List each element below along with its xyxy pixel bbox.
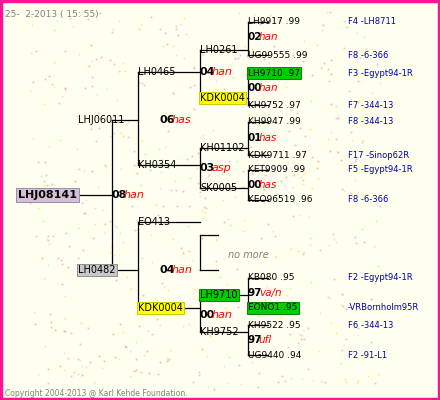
Text: 02: 02 [248, 32, 263, 42]
Text: 97: 97 [248, 335, 263, 345]
Text: 01: 01 [248, 133, 263, 143]
Text: F2 -Egypt94-1R: F2 -Egypt94-1R [348, 274, 413, 282]
Text: KH9752: KH9752 [200, 327, 238, 337]
Text: LH9710 .97: LH9710 .97 [248, 68, 300, 78]
Text: asp: asp [211, 163, 231, 173]
Text: han: han [211, 310, 232, 320]
Text: ufl: ufl [259, 335, 272, 345]
Text: han: han [123, 190, 144, 200]
Text: F3 -Egypt94-1R: F3 -Egypt94-1R [348, 68, 413, 78]
Text: LHJ08141: LHJ08141 [18, 190, 77, 200]
Text: has: has [259, 133, 277, 143]
Text: LH0482: LH0482 [78, 265, 115, 275]
Text: F6 -344-13: F6 -344-13 [348, 320, 393, 330]
Text: F4 -LH8711: F4 -LH8711 [348, 18, 396, 26]
Text: no more: no more [227, 250, 268, 260]
Text: has: has [259, 180, 277, 190]
Text: KDK9711 .97: KDK9711 .97 [248, 150, 307, 160]
Text: F2 -91-L1: F2 -91-L1 [348, 350, 387, 360]
Text: 00: 00 [248, 83, 263, 93]
Text: KDK0004: KDK0004 [200, 93, 245, 103]
Text: KB080 .95: KB080 .95 [248, 274, 294, 282]
Text: 06: 06 [160, 115, 176, 125]
Text: UG99555 .99: UG99555 .99 [248, 50, 308, 60]
Text: han: han [172, 265, 192, 275]
Text: va/n: va/n [259, 288, 282, 298]
Text: han: han [211, 67, 232, 77]
Text: han: han [259, 83, 279, 93]
Text: LH0261: LH0261 [200, 45, 238, 55]
Text: 25-  2-2013 ( 15: 55): 25- 2-2013 ( 15: 55) [5, 10, 99, 19]
Text: LH9917 .99: LH9917 .99 [248, 18, 300, 26]
Text: EO413: EO413 [138, 217, 170, 227]
Text: Copyright 2004-2013 @ Karl Kehde Foundation.: Copyright 2004-2013 @ Karl Kehde Foundat… [5, 388, 187, 398]
Text: 04: 04 [160, 265, 176, 275]
Text: F8 -344-13: F8 -344-13 [348, 118, 393, 126]
Text: KDK0004: KDK0004 [138, 303, 183, 313]
Text: LH9710: LH9710 [200, 290, 238, 300]
Text: KET9909 .99: KET9909 .99 [248, 166, 305, 174]
Text: 08: 08 [112, 190, 127, 200]
Text: -VRBornholm95R: -VRBornholm95R [348, 304, 419, 312]
Text: 00: 00 [248, 180, 263, 190]
Text: LHJ06011: LHJ06011 [78, 115, 125, 125]
Text: han: han [259, 32, 279, 42]
Text: 97: 97 [248, 288, 263, 298]
Text: KH9947 .99: KH9947 .99 [248, 118, 301, 126]
Text: 03: 03 [200, 163, 215, 173]
Text: F5 -Egypt94-1R: F5 -Egypt94-1R [348, 166, 413, 174]
Text: 04: 04 [200, 67, 216, 77]
Text: KH9752 .97: KH9752 .97 [248, 100, 301, 110]
Text: F8 -6-366: F8 -6-366 [348, 196, 389, 204]
Text: EONO1 .95: EONO1 .95 [248, 304, 297, 312]
Text: SK0005: SK0005 [200, 183, 237, 193]
Text: KH9522 .95: KH9522 .95 [248, 320, 301, 330]
Text: 00: 00 [200, 310, 215, 320]
Text: KEO96519 .96: KEO96519 .96 [248, 196, 312, 204]
Text: UG9440 .94: UG9440 .94 [248, 350, 301, 360]
Text: KH0354: KH0354 [138, 160, 176, 170]
Text: F8 -6-366: F8 -6-366 [348, 50, 389, 60]
Text: has: has [172, 115, 191, 125]
Text: LH0465: LH0465 [138, 67, 176, 77]
Text: F7 -344-13: F7 -344-13 [348, 100, 393, 110]
Text: KH01102: KH01102 [200, 143, 245, 153]
Text: F17 -Sinop62R: F17 -Sinop62R [348, 150, 409, 160]
